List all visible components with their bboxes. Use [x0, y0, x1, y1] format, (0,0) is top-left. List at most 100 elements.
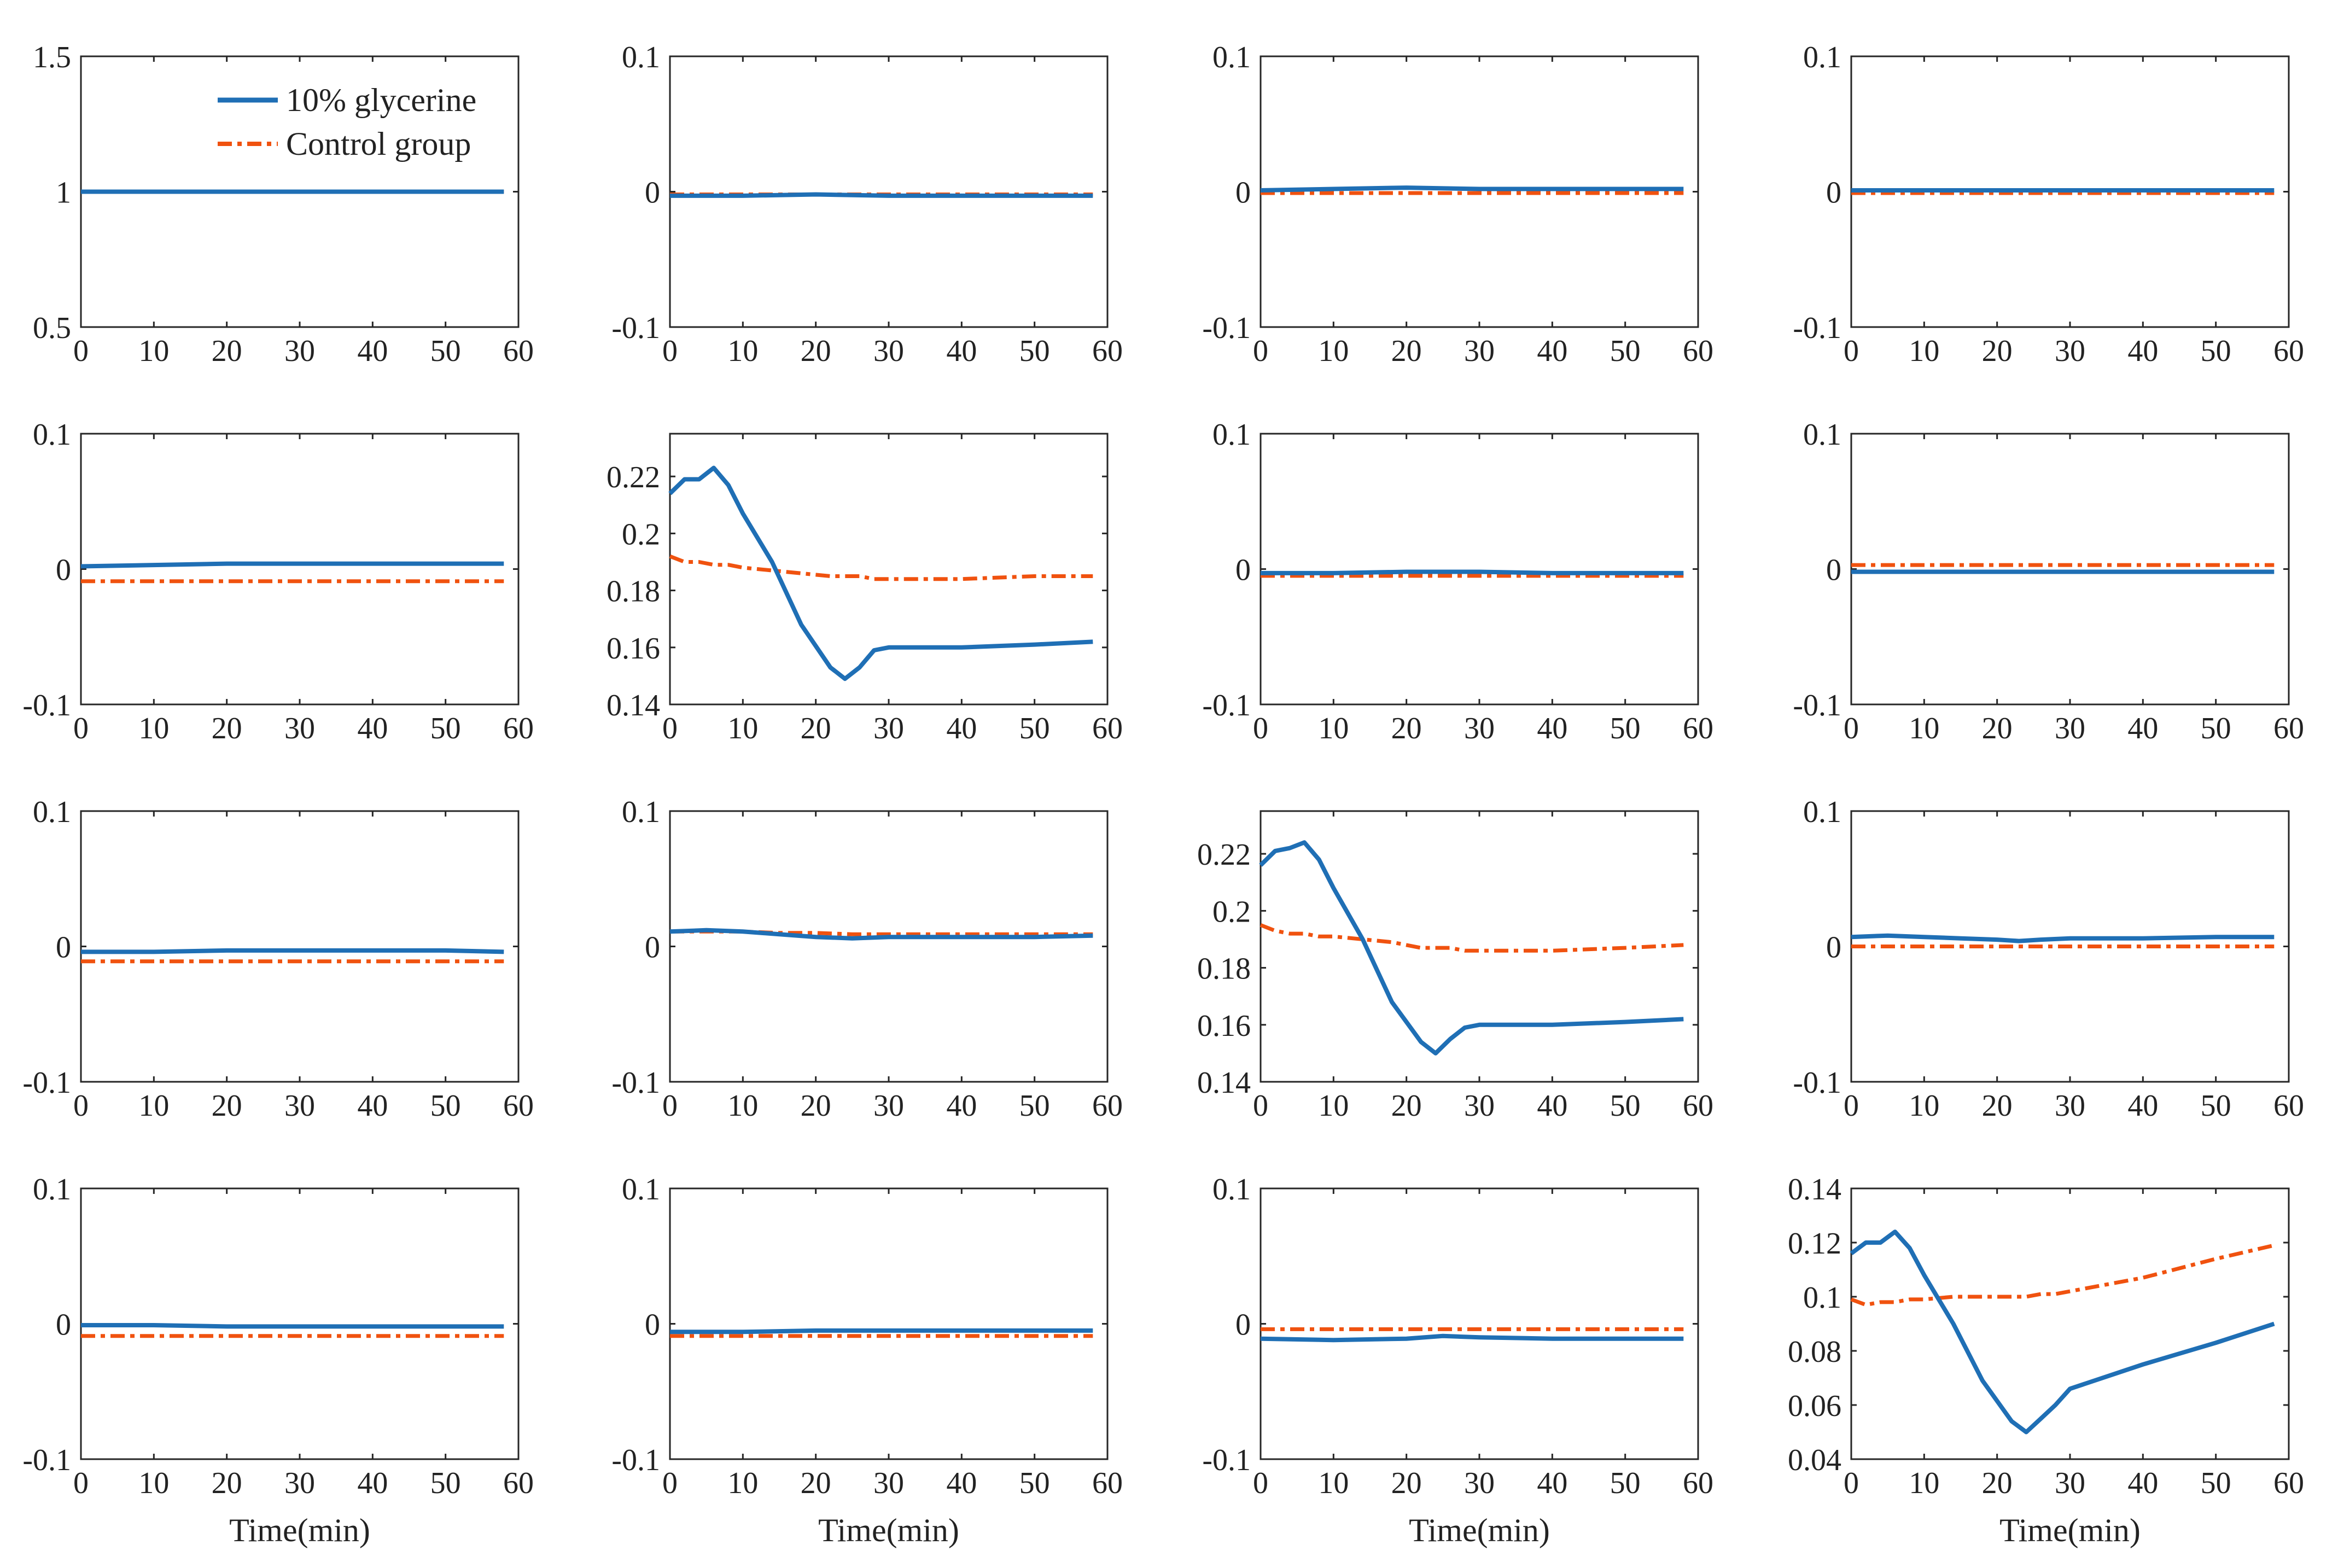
x-tick-label: 10	[138, 1466, 169, 1500]
x-tick-label: 10	[1909, 712, 1939, 745]
legend-label-glycerine: 10% glycerine	[286, 82, 476, 118]
y-tick-label: -0.1	[22, 1066, 71, 1100]
x-tick-label: 0	[662, 1466, 678, 1500]
y-tick-label: -0.1	[1202, 689, 1251, 722]
y-tick-label: -0.1	[1202, 1443, 1251, 1477]
y-tick-label: 0.14	[607, 689, 660, 722]
x-tick-label: 40	[357, 712, 388, 745]
x-tick-label: 40	[1537, 1466, 1567, 1500]
x-tick-label: 60	[2273, 334, 2304, 368]
x-axis-label: Time(min)	[818, 1512, 959, 1548]
x-tick-label: 10	[138, 712, 169, 745]
x-tick-label: 50	[430, 334, 461, 368]
x-tick-label: 60	[503, 1089, 534, 1123]
y-tick-label: 0	[1235, 553, 1251, 587]
x-tick-label: 30	[284, 1466, 315, 1500]
x-tick-label: 10	[1909, 334, 1939, 368]
y-tick-label: 0.16	[607, 632, 660, 666]
subplot-r4c4: 0 10 20 30 40 50 60 0.04 0.06 0.08 0.1 0.12 0.14 Time…	[1788, 1173, 2304, 1548]
y-tick-label: 0	[645, 1308, 660, 1342]
y-tick-label: -0.1	[22, 689, 71, 722]
x-tick-label: 60	[503, 1466, 534, 1500]
series-line-glycerine	[670, 1328, 1093, 1334]
x-tick-label: 40	[1537, 334, 1567, 368]
x-tick-label: 20	[1391, 334, 1422, 368]
x-tick-label: 0	[73, 1466, 89, 1500]
x-tick-label: 50	[430, 712, 461, 745]
y-tick-label: 0.1	[33, 795, 71, 829]
x-tick-label: 0	[662, 712, 678, 745]
x-tick-label: 50	[1610, 334, 1641, 368]
y-tick-label: 0	[56, 553, 71, 587]
x-tick-label: 40	[946, 712, 977, 745]
x-tick-label: 30	[1464, 1466, 1495, 1500]
x-tick-label: 60	[2273, 712, 2304, 745]
x-tick-label: 20	[1982, 1089, 2013, 1123]
y-tick-label: 0.1	[33, 1173, 71, 1206]
x-tick-label: 50	[430, 1466, 461, 1500]
y-tick-label: 1	[56, 176, 71, 210]
y-tick-label: 0	[1235, 176, 1251, 210]
y-tick-label: 0.12	[1788, 1227, 1841, 1261]
x-tick-label: 60	[1683, 334, 1713, 368]
x-tick-label: 30	[284, 712, 315, 745]
y-tick-label: 0.18	[1197, 952, 1251, 986]
x-tick-label: 30	[1464, 712, 1495, 745]
subplot-r1c3: 0 10 20 30 40 50 60-0.100.1	[1202, 40, 1713, 368]
x-tick-label: 20	[801, 712, 831, 745]
x-tick-label: 40	[357, 334, 388, 368]
legend-label-control: Control group	[286, 126, 471, 162]
x-tick-label: 30	[1464, 334, 1495, 368]
x-tick-label: 30	[873, 712, 904, 745]
x-tick-label: 40	[946, 1089, 977, 1123]
series-line-control	[670, 929, 1093, 936]
series-line-glycerine	[1261, 569, 1684, 575]
y-tick-label: 0.2	[1212, 895, 1251, 929]
x-tick-label: 60	[2273, 1089, 2304, 1123]
x-tick-label: 20	[1391, 1466, 1422, 1500]
y-tick-label: 0.14	[1788, 1173, 1841, 1206]
x-tick-label: 10	[138, 1089, 169, 1123]
legend: 10% glycerine Control group	[218, 82, 476, 162]
x-tick-label: 60	[1092, 712, 1123, 745]
series-line-glycerine	[81, 1323, 504, 1329]
y-tick-label: -0.1	[22, 1443, 71, 1477]
x-tick-label: 30	[2055, 712, 2085, 745]
x-tick-label: 40	[1537, 1089, 1567, 1123]
y-tick-label: 0	[1235, 1308, 1251, 1342]
x-tick-label: 10	[1909, 1089, 1939, 1123]
x-tick-label: 0	[73, 712, 89, 745]
x-tick-label: 50	[1019, 1466, 1050, 1500]
y-tick-label: 0	[645, 176, 660, 210]
subplot-r1c2: 0 10 20 30 40 50 60-0.100.1	[611, 40, 1123, 368]
x-tick-label: 10	[727, 1089, 758, 1123]
x-tick-label: 50	[1019, 712, 1050, 745]
subplot-r1c1: 0 10 20 30 40 50 60 0.5 1 1.5 10% glycerine Control…	[33, 40, 534, 368]
x-tick-label: 20	[1982, 712, 2013, 745]
x-tick-label: 0	[1253, 1466, 1268, 1500]
x-tick-label: 50	[2201, 1466, 2231, 1500]
x-tick-label: 40	[2127, 1466, 2158, 1500]
y-tick-label: -0.1	[1793, 689, 1841, 722]
x-tick-label: 0	[1844, 1466, 1859, 1500]
series-line-control	[1850, 1243, 2275, 1307]
series-line-glycerine	[81, 948, 504, 954]
series-line-glycerine	[1260, 185, 1684, 193]
y-tick-label: 0.1	[622, 40, 660, 74]
x-tick-label: 20	[1982, 334, 2013, 368]
series-line-glycerine	[1259, 840, 1684, 1056]
subplot-r2c3: 0 10 20 30 40 50 60-0.100.1	[1202, 418, 1713, 745]
x-tick-label: 50	[1610, 1466, 1641, 1500]
y-tick-label: 0.1	[1212, 418, 1251, 452]
y-tick-label: 0.1	[1803, 40, 1841, 74]
y-tick-label: 0.16	[1197, 1009, 1251, 1043]
y-tick-label: 0.1	[1212, 1173, 1251, 1206]
x-tick-label: 10	[727, 334, 758, 368]
x-tick-label: 0	[73, 1089, 89, 1123]
subplot-r2c1: 0 10 20 30 40 50 60-0.100.1	[22, 418, 534, 745]
x-tick-label: 60	[1683, 1089, 1713, 1123]
y-tick-label: 0.5	[33, 311, 71, 345]
x-tick-label: 50	[2201, 1089, 2231, 1123]
